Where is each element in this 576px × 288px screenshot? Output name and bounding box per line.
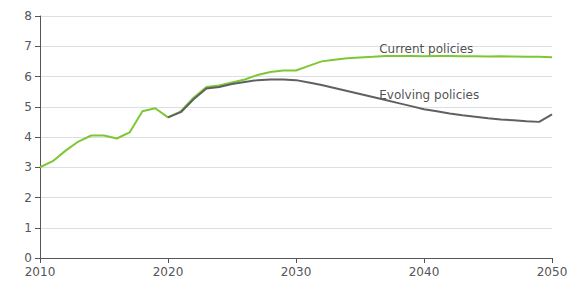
svg-text:8: 8 [24, 9, 32, 23]
svg-text:Evolving policies: Evolving policies [379, 88, 479, 102]
svg-text:Current policies: Current policies [379, 42, 473, 56]
svg-text:2010: 2010 [25, 265, 56, 279]
svg-text:7: 7 [24, 39, 32, 53]
svg-text:4: 4 [24, 130, 32, 144]
svg-text:3: 3 [24, 160, 32, 174]
svg-text:1: 1 [24, 221, 32, 235]
svg-text:2040: 2040 [409, 265, 440, 279]
svg-text:6: 6 [24, 70, 32, 84]
svg-text:2030: 2030 [281, 265, 312, 279]
svg-text:2: 2 [24, 191, 32, 205]
svg-text:5: 5 [24, 100, 32, 114]
svg-text:0: 0 [24, 251, 32, 265]
svg-text:2020: 2020 [153, 265, 184, 279]
svg-text:2050: 2050 [537, 265, 568, 279]
